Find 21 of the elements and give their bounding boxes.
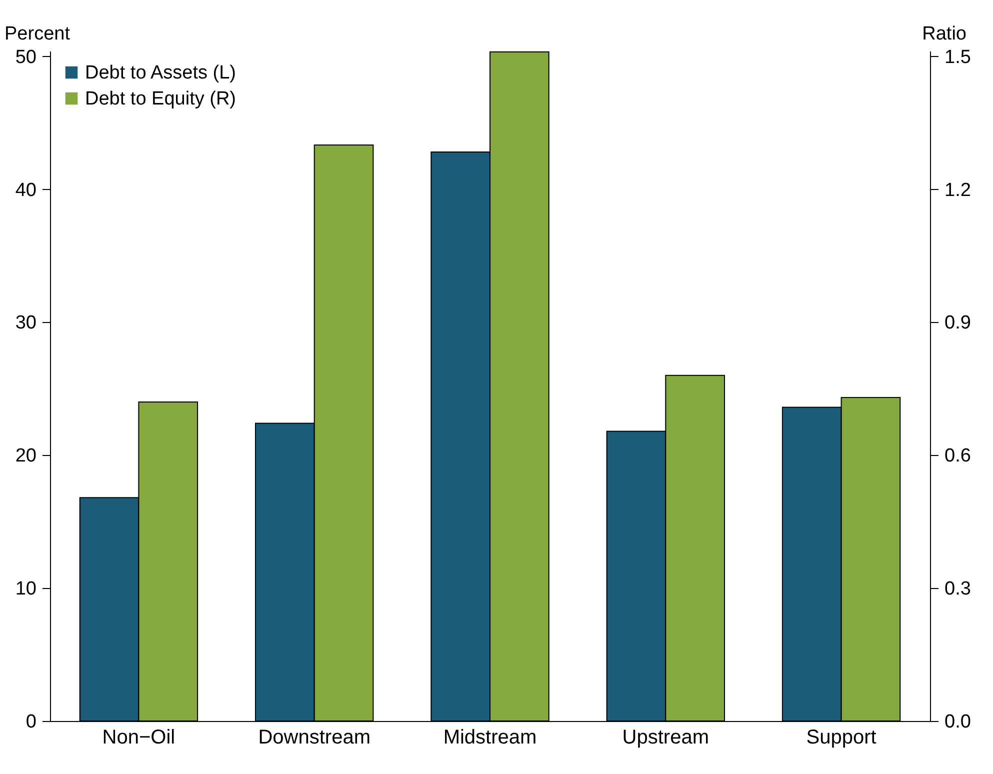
y2-tick-label: 0.3 (944, 578, 971, 600)
legend-label: Debt to Assets (L) (85, 62, 236, 84)
x-tick-label: Midstream (443, 726, 537, 748)
y-tick-label: 20 (15, 446, 36, 467)
y2-tick-label: 0.0 (944, 712, 971, 732)
y2-tick-label: 0.9 (944, 312, 971, 334)
y2-tick-label: 0.6 (944, 446, 971, 467)
y2-tick-label: 1.2 (944, 180, 971, 201)
x-tick-label: Upstream (622, 726, 709, 748)
y-tick-label: 10 (15, 578, 36, 600)
y-tick-label: 40 (15, 180, 36, 201)
x-tick-label: Downstream (258, 726, 370, 748)
x-tick-label: Support (806, 726, 877, 748)
y2-tick-label: 1.5 (944, 46, 971, 68)
y-tick-label: 0 (26, 712, 36, 732)
y-tick-label: 30 (15, 312, 36, 334)
y-axis-title: Percent (4, 24, 71, 44)
legend-label: Debt to Equity (R) (85, 88, 236, 110)
y-tick-label: 50 (15, 46, 36, 68)
x-tick-label: Non−Oil (102, 726, 176, 748)
y2-axis-title: Ratio (922, 24, 966, 44)
